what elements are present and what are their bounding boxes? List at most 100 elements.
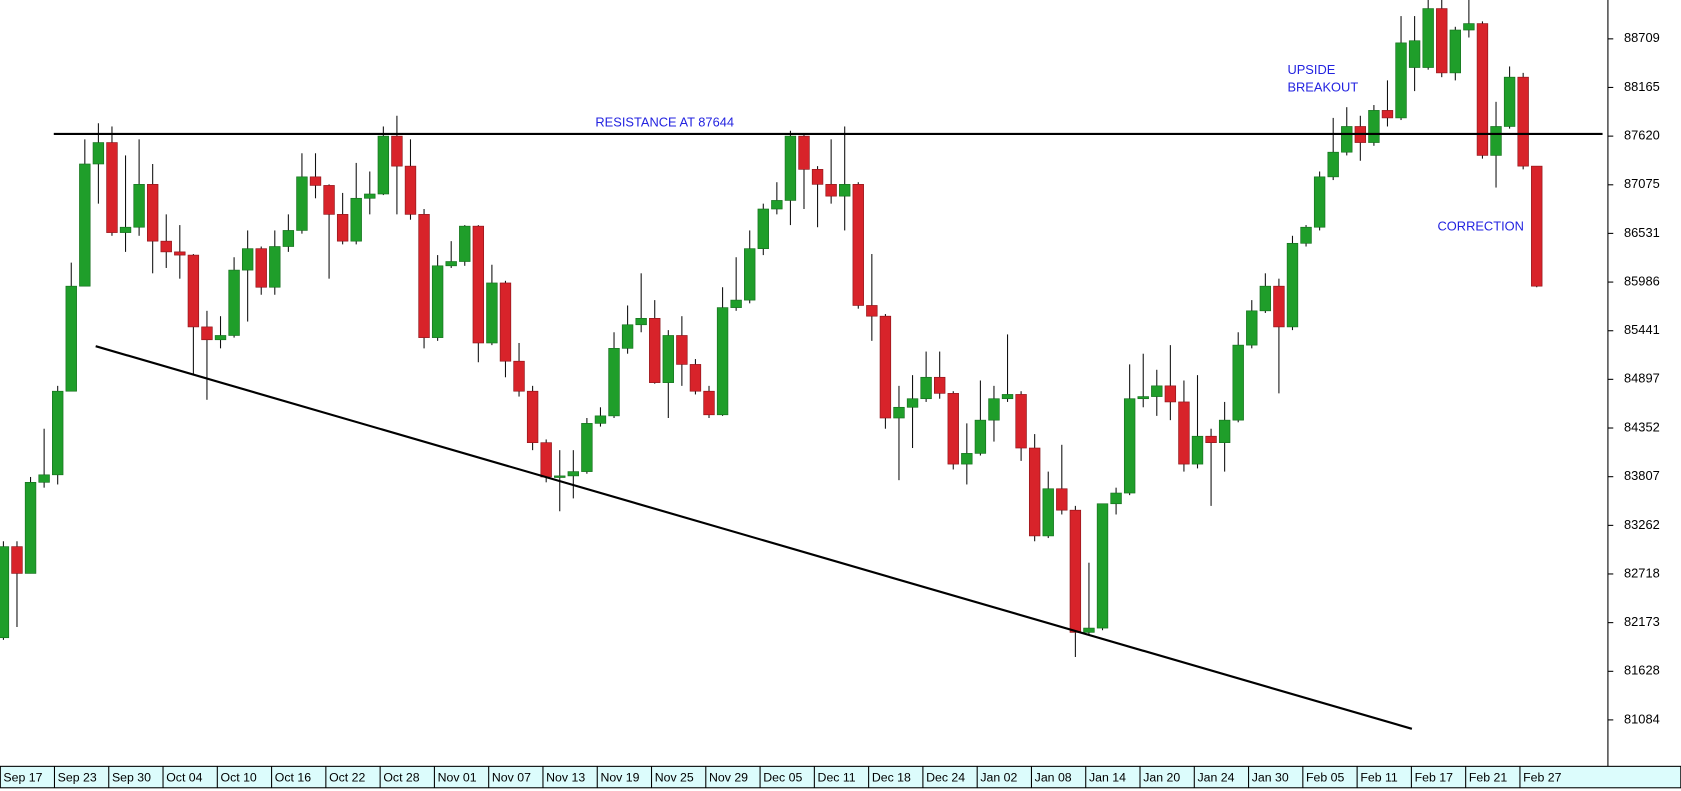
candle-body <box>771 200 783 210</box>
x-tick-label: Jan 08 <box>1035 770 1072 784</box>
candle-body <box>757 208 769 249</box>
x-tick-label: Sep 23 <box>58 770 97 784</box>
candle-body <box>811 169 824 185</box>
candle-body <box>974 419 987 454</box>
candle-body <box>336 214 349 242</box>
candle-body <box>106 142 118 233</box>
y-tick-label: 85986 <box>1624 273 1660 288</box>
y-tick-label: 84897 <box>1624 371 1660 386</box>
candle-body <box>228 269 240 336</box>
x-tick-label: Jan 20 <box>1143 770 1180 784</box>
candle-body <box>1246 310 1258 346</box>
x-tick-label: Feb 27 <box>1523 770 1561 784</box>
candle-body <box>947 393 959 465</box>
x-tick-label: Nov 01 <box>438 770 477 784</box>
candle-body <box>906 398 919 408</box>
candle-body <box>608 348 620 417</box>
candle-body <box>1015 394 1027 449</box>
candle-body <box>431 265 444 338</box>
candle-body <box>866 305 878 317</box>
candle-body <box>1042 488 1054 537</box>
annotation: UPSIDE <box>1287 62 1335 77</box>
candle-body <box>1327 151 1339 178</box>
candle-body <box>1368 110 1380 143</box>
candle-body <box>1449 29 1461 74</box>
candle-body <box>1313 176 1326 228</box>
candle-body <box>893 406 905 419</box>
y-tick-label: 87075 <box>1624 176 1660 191</box>
candle-body <box>1436 8 1448 74</box>
x-tick-label: Dec 11 <box>818 770 856 784</box>
x-tick-label: Oct 16 <box>275 770 311 784</box>
candle-body <box>567 471 579 477</box>
annotation: BREAKOUT <box>1287 79 1358 94</box>
candle-body <box>744 248 756 301</box>
candle-body <box>961 453 973 465</box>
candle-body <box>1164 385 1177 403</box>
candle-body <box>1083 627 1095 633</box>
candle-body <box>839 184 851 197</box>
candle-body <box>1178 401 1190 465</box>
candle-body <box>1001 394 1014 400</box>
candle-body <box>255 248 267 288</box>
candle-body <box>0 546 10 639</box>
candle-body <box>988 398 1000 421</box>
candle-body <box>1123 398 1136 494</box>
candle-body <box>1273 285 1285 328</box>
candle-body <box>1056 488 1068 511</box>
candle-body <box>472 225 485 344</box>
candle-body <box>269 246 281 288</box>
y-tick-label: 83807 <box>1624 468 1660 483</box>
y-tick-label: 86531 <box>1624 225 1660 240</box>
candle-body <box>1476 23 1489 156</box>
candle-body <box>1259 285 1272 312</box>
candle-body <box>676 335 688 365</box>
y-tick-label: 84352 <box>1624 419 1660 434</box>
candle-body <box>38 474 50 483</box>
candle-body <box>825 184 837 197</box>
x-tick-label: Feb 05 <box>1306 770 1344 784</box>
candle-body <box>418 214 430 338</box>
candle-body <box>798 135 810 170</box>
candle-body <box>716 307 729 416</box>
candle-body <box>79 163 91 287</box>
candle-body <box>540 442 552 478</box>
y-tick-label: 85441 <box>1624 322 1660 337</box>
candle-body <box>1205 435 1217 443</box>
x-tick-label: Jan 24 <box>1198 770 1235 784</box>
x-tick-label: Feb 11 <box>1360 770 1398 784</box>
candle-body <box>635 318 647 326</box>
candle-body <box>1028 447 1041 537</box>
candle-body <box>92 142 105 165</box>
candle-body <box>1069 509 1082 633</box>
candle-body <box>526 390 539 443</box>
candle-body <box>350 197 362 242</box>
candle-body <box>1503 76 1516 127</box>
x-tick-label: Jan 30 <box>1252 770 1289 784</box>
candle-body <box>323 185 335 215</box>
candle-body <box>1531 165 1543 287</box>
x-tick-label: Nov 29 <box>709 770 748 784</box>
x-tick-label: Nov 19 <box>600 770 639 784</box>
y-tick-label: 87620 <box>1624 128 1660 143</box>
trend-line <box>95 345 1413 730</box>
candle-body <box>445 261 457 267</box>
candle-body <box>486 282 498 344</box>
annotation: CORRECTION <box>1438 219 1524 234</box>
candle-body <box>920 376 932 400</box>
candle-body <box>621 324 634 349</box>
candle-body <box>499 282 512 362</box>
candle-body <box>594 415 607 424</box>
y-tick-label: 81084 <box>1624 711 1660 726</box>
candle-body <box>513 360 525 392</box>
candle-body <box>146 184 159 242</box>
y-tick-label: 83262 <box>1624 517 1660 532</box>
candle-body <box>1381 110 1394 119</box>
candle-body <box>1341 126 1353 153</box>
candle-body <box>309 176 322 186</box>
candle-body <box>554 475 566 478</box>
candle-body <box>282 230 295 247</box>
